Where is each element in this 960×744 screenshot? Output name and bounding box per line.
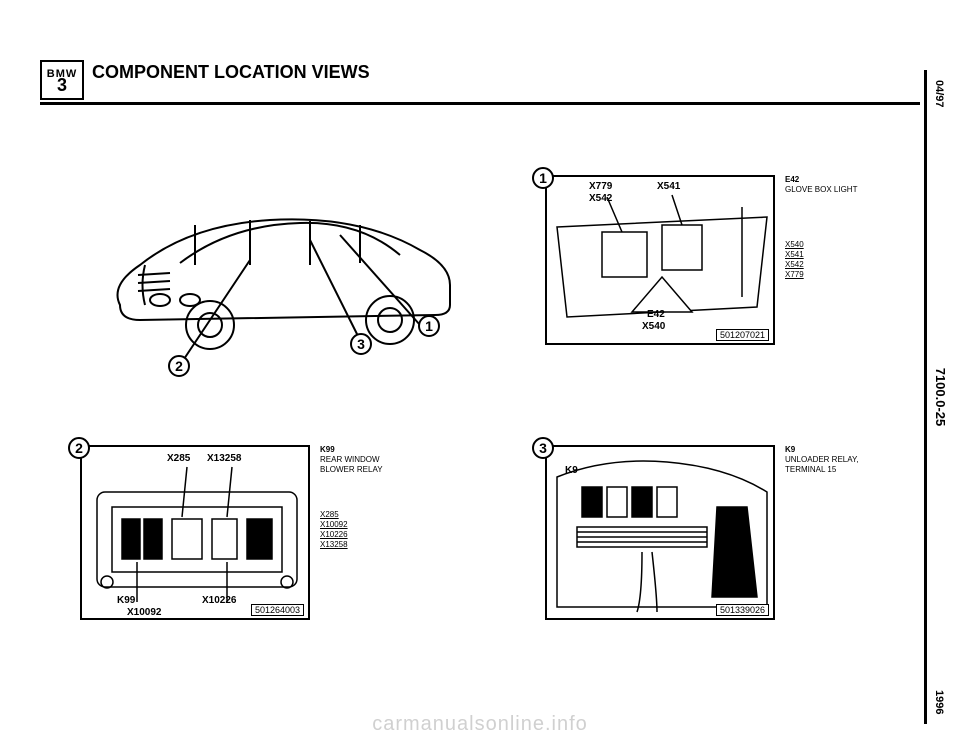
panel3-side-title-a: K9: [785, 445, 795, 454]
panel3-caption: K9 UNLOADER RELAY, TERMINAL 15: [785, 445, 859, 475]
panel2-x285: X285: [167, 453, 190, 464]
panel1-x542: X542: [589, 193, 612, 204]
header: BMW 3 COMPONENT LOCATION VIEWS: [40, 60, 920, 105]
panel3-side-title-c: TERMINAL 15: [785, 465, 836, 474]
panel1-x540: X540: [642, 321, 665, 332]
panel1-sl4: X779: [785, 270, 804, 280]
panel1-sl1: X540: [785, 240, 804, 250]
page-title: COMPONENT LOCATION VIEWS: [92, 60, 370, 83]
car-callout-2: 2: [168, 355, 190, 377]
right-rail: 04/97 7100.0-25 1996: [924, 70, 954, 724]
panel2-sl4: X13258: [320, 540, 348, 550]
car-illustration: 1 3 2: [100, 165, 460, 375]
panel1-sl3: X542: [785, 260, 804, 270]
panel1-imgid: 501207021: [716, 329, 769, 341]
panel2-sidelist: X285 X10092 X10226 X13258: [320, 510, 348, 550]
panel2-sl1: X285: [320, 510, 348, 520]
rail-section: 7100.0-25: [933, 368, 948, 427]
bmw-badge: BMW 3: [40, 60, 84, 100]
car-callout-1: 1: [418, 315, 440, 337]
panel2-caption: K99 REAR WINDOW BLOWER RELAY: [320, 445, 383, 475]
panel1-sidelist: X540 X541 X542 X779: [785, 240, 804, 280]
panel2-imgid: 501264003: [251, 604, 304, 616]
panel1-x541: X541: [657, 181, 680, 192]
panel3-svg: [547, 447, 777, 622]
panel1-e42: E42: [647, 309, 665, 320]
panel2-box: X285 X13258 K99 X10092 X10226 501264003: [80, 445, 310, 620]
rail-date: 04/97: [933, 80, 945, 108]
panel2-side-title-c: BLOWER RELAY: [320, 465, 383, 474]
panel2-x10226: X10226: [202, 595, 236, 606]
panel1-sl2: X541: [785, 250, 804, 260]
panel3-imgid: 501339026: [716, 604, 769, 616]
panel3-side-title-b: UNLOADER RELAY,: [785, 455, 859, 464]
panel1-number: 1: [532, 167, 554, 189]
panel2-k99: K99: [117, 595, 135, 606]
panel1-x779: X779: [589, 181, 612, 192]
panel2-number: 2: [68, 437, 90, 459]
panel1-caption: E42 GLOVE BOX LIGHT: [785, 175, 857, 195]
watermark: carmanualsonline.info: [372, 713, 588, 736]
panel2-x10092: X10092: [127, 607, 161, 618]
panel3-box: K9 501339026: [545, 445, 775, 620]
car-callout-3: 3: [350, 333, 372, 355]
content-area: 1 3 2 1 X779 X: [40, 105, 920, 665]
panel2-x13258: X13258: [207, 453, 241, 464]
panel1-side-title-b: GLOVE BOX LIGHT: [785, 185, 857, 194]
panel2-sl2: X10092: [320, 520, 348, 530]
rail-year: 1996: [933, 690, 945, 714]
panel1-box: X779 X542 X541 E42 X540 501207021: [545, 175, 775, 345]
page: BMW 3 COMPONENT LOCATION VIEWS: [40, 60, 920, 724]
panel3-number: 3: [532, 437, 554, 459]
panel2-sl3: X10226: [320, 530, 348, 540]
panel1-side-title-a: E42: [785, 175, 799, 184]
car-svg: [100, 165, 460, 375]
panel2-side-title-b: REAR WINDOW: [320, 455, 380, 464]
panel2-side-title-a: K99: [320, 445, 335, 454]
badge-bot: 3: [57, 78, 67, 92]
panel3-k9: K9: [565, 465, 578, 476]
